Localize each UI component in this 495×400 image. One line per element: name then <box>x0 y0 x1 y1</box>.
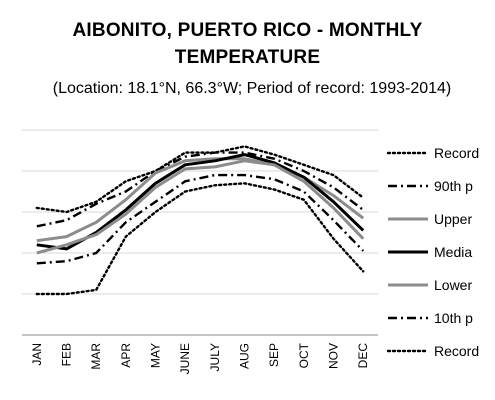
legend-label: 10th p <box>434 310 473 326</box>
x-tick-label: JULY <box>208 343 222 371</box>
legend-label: Media <box>434 244 472 260</box>
legend-item: Lower <box>388 277 472 293</box>
chart-title-line2: TEMPERATURE <box>174 47 321 68</box>
x-tick-label: JAN <box>30 343 44 366</box>
legend: Record 90th p Upper Media Lower 10th p Record <box>386 145 479 359</box>
x-tick-label: MAR <box>89 343 103 370</box>
legend-label: Record <box>434 145 479 161</box>
legend-label: Lower <box>434 277 472 293</box>
chart-subtitle: (Location: 18.1°N, 66.3°W; Period of rec… <box>52 80 452 97</box>
x-tick-label: AUG <box>238 343 252 369</box>
x-tick-label: JUNE <box>178 343 192 374</box>
x-tick-label: DEC <box>356 343 370 369</box>
series-line-record-low <box>35 182 365 296</box>
x-axis-tick-labels: JAN FEB MAR APR MAY JUNE JULY AUG SEP OCT NOV DEC <box>30 342 370 374</box>
series-line-lower-quartile <box>36 159 365 255</box>
series-line-10th-percentile <box>36 173 365 265</box>
x-tick-label: NOV <box>327 343 341 369</box>
legend-item: Record <box>386 343 479 359</box>
series-lines <box>35 145 365 296</box>
legend-label: Record <box>434 343 479 359</box>
legend-item: 90th p <box>388 178 473 194</box>
x-tick-label: APR <box>119 343 133 368</box>
legend-item: Media <box>388 244 472 260</box>
legend-item: Upper <box>388 211 472 227</box>
x-tick-label: OCT <box>297 342 311 368</box>
x-tick-label: FEB <box>60 343 74 366</box>
legend-item: Record <box>386 145 479 161</box>
legend-label: 90th p <box>434 178 473 194</box>
series-line-90th-percentile <box>36 151 364 228</box>
x-tick-label: MAY <box>149 343 163 368</box>
chart-title-line1: AIBONITO, PUERTO RICO - MONTHLY <box>72 20 423 41</box>
series-line-record-high <box>35 145 365 214</box>
legend-label: Upper <box>434 211 472 227</box>
x-tick-label: SEP <box>267 343 281 367</box>
legend-item: 10th p <box>388 310 473 326</box>
chart-title: AIBONITO, PUERTO RICO - MONTHLY TEMPERAT… <box>0 17 495 71</box>
